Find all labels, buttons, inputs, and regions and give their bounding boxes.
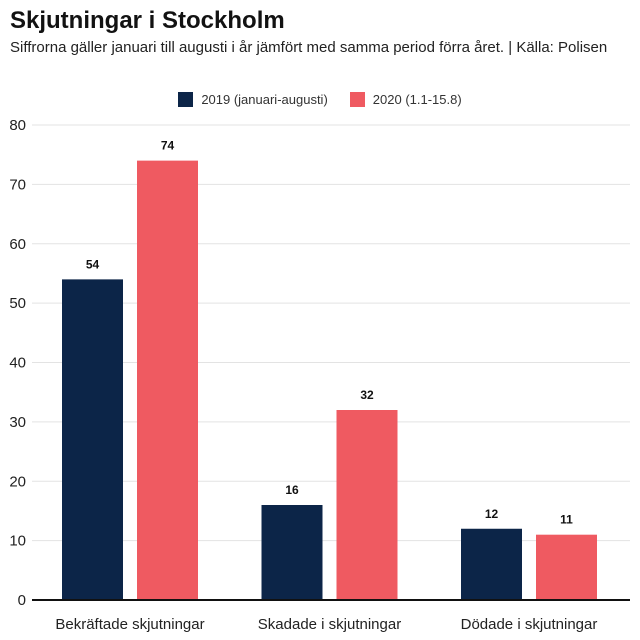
data-label: 54 [86,257,100,271]
x-category-label: Dödade i skjutningar [461,616,598,633]
data-label: 11 [560,513,573,527]
y-tick-label: 0 [18,592,26,609]
legend-label-2020: 2020 (1.1-15.8) [372,92,462,107]
bar-2020-1 [336,410,398,600]
x-category-label: Bekräftade skjutningar [55,616,204,633]
bar-2019-0 [62,279,123,600]
legend-label-2019: 2019 (januari-augusti) [201,92,328,107]
x-category-label: Skadade i skjutningar [258,616,401,633]
bar-2019-1 [261,505,323,600]
chart-title: Skjutningar i Stockholm [10,7,285,34]
y-tick-label: 60 [9,236,26,253]
chart-legend: 2019 (januari-augusti) 2020 (1.1-15.8) [0,92,640,107]
bar-2020-2 [536,534,597,600]
data-label: 32 [360,388,374,402]
data-label: 12 [485,507,499,521]
legend-item-2019: 2019 (januari-augusti) [178,92,328,107]
y-tick-label: 50 [9,295,26,312]
y-tick-label: 30 [9,414,26,431]
chart-header: Skjutningar i Stockholm Siffrorna gäller… [10,6,630,58]
y-tick-label: 10 [9,533,26,550]
legend-swatch-2020 [349,92,365,107]
chart-subtitle: Siffrorna gäller januari till augusti i … [10,39,608,56]
y-tick-label: 40 [9,355,26,372]
bar-2020-0 [137,160,198,600]
legend-item-2020: 2020 (1.1-15.8) [349,92,462,107]
y-tick-label: 70 [9,176,26,193]
y-tick-label: 80 [9,117,26,134]
legend-swatch-2019 [178,92,194,107]
y-tick-label: 20 [9,473,26,490]
data-label: 74 [161,139,175,153]
data-label: 16 [285,483,299,497]
bar-2019-2 [461,528,522,600]
